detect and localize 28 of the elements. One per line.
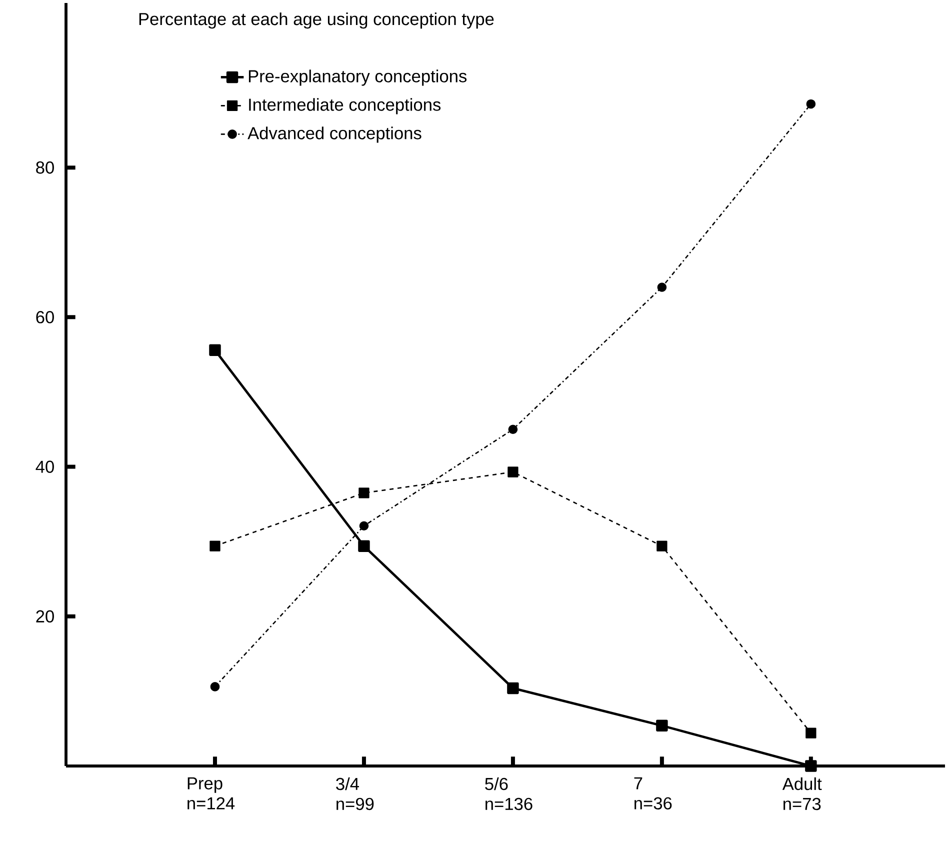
x-tick-label: 3/4 n=99 (336, 777, 374, 810)
point (656, 720, 668, 732)
point (210, 540, 220, 552)
point (358, 488, 370, 498)
point (210, 682, 220, 692)
point (806, 99, 816, 109)
x-tick-label: 7 n=36 (634, 777, 672, 810)
point (806, 728, 816, 738)
text: Percentage at each age using conception type (139, 12, 494, 29)
y-tick-label: 20 (36, 610, 54, 623)
y-tick-label: 80 (36, 161, 54, 174)
y-tick-label: 40 (36, 460, 54, 473)
x-tick-label: 5/6 n=136 (485, 777, 532, 810)
point (209, 344, 221, 356)
point (657, 282, 667, 292)
point (656, 540, 668, 552)
point (358, 540, 370, 552)
legend-label: Pre-explanatory conceptions (248, 70, 467, 86)
point (507, 682, 519, 694)
legend-label: Advanced conceptions (248, 126, 422, 143)
point (805, 760, 817, 772)
x-tick-label: Prep n=124 (188, 777, 235, 810)
point (508, 466, 518, 478)
point (359, 521, 369, 531)
x-tick-label: Adult n=73 (782, 777, 822, 810)
point (508, 424, 518, 434)
y-tick-label: 60 (36, 311, 54, 324)
legend-label: Intermediate conceptions (249, 98, 441, 114)
